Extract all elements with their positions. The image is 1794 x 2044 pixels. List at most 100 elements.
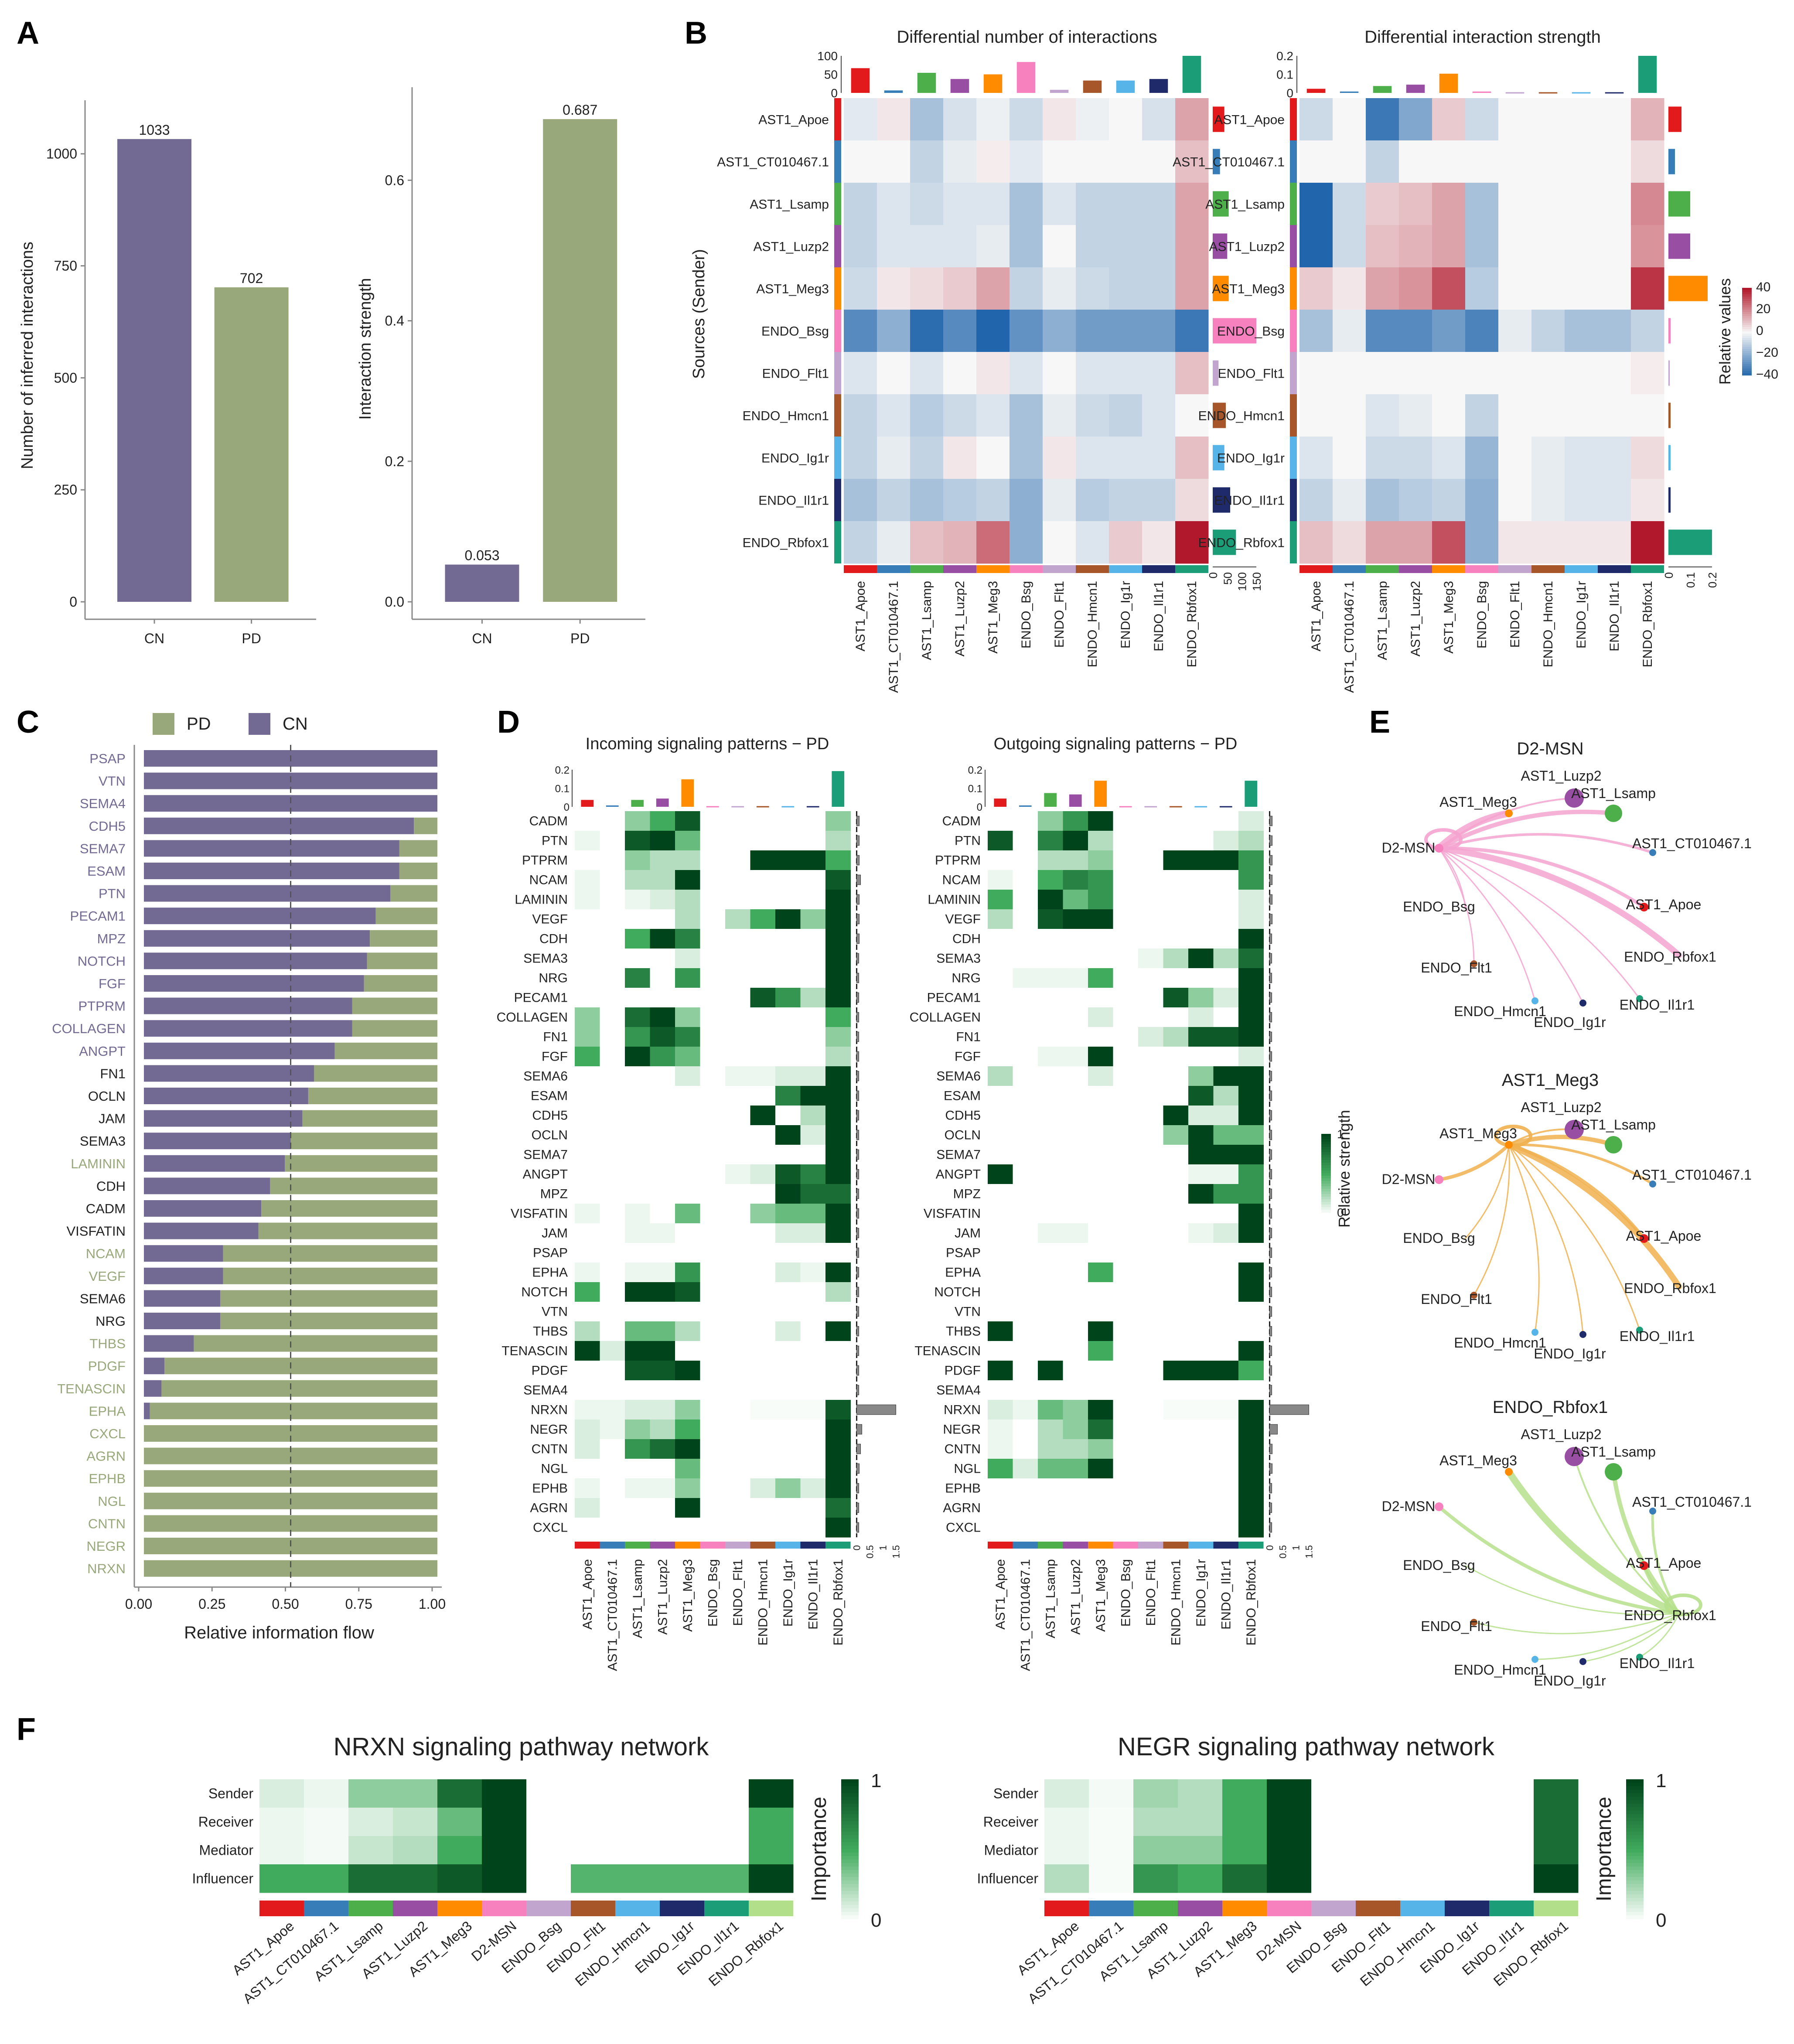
col-label: AST1_Apoe xyxy=(853,581,868,652)
heatmap-cell xyxy=(725,1145,750,1165)
heatmap-cell xyxy=(1013,1027,1038,1047)
flow-category-label: SEMA4 xyxy=(80,796,126,811)
legend-label-pd: PD xyxy=(187,714,211,734)
row-label: ENDO_Hmcn1 xyxy=(743,409,829,423)
heatmap-cell xyxy=(660,1836,705,1865)
network-node xyxy=(1640,1561,1648,1570)
heatmap-cell xyxy=(1088,890,1113,910)
right-bar xyxy=(856,933,859,944)
heatmap-cell xyxy=(1138,1439,1163,1459)
heatmap-cell xyxy=(1138,870,1163,890)
heatmap-cell xyxy=(625,988,650,1008)
heatmap-cell xyxy=(575,1459,600,1479)
heatmap-cell xyxy=(675,1478,700,1498)
right-bar xyxy=(856,1110,859,1121)
top-bar xyxy=(884,90,903,93)
right-bar-tick: 0.2 xyxy=(1706,572,1719,588)
heatmap-cell xyxy=(800,909,826,929)
col-color-strip xyxy=(725,1542,750,1549)
heatmap-cell xyxy=(1109,225,1143,268)
heatmap-cell xyxy=(775,1027,801,1047)
heatmap-cell xyxy=(1188,1125,1214,1145)
heatmap-cell xyxy=(600,1223,625,1243)
heatmap-cell xyxy=(1109,437,1143,479)
heatmap-cell xyxy=(1163,1498,1189,1518)
col-color-strip xyxy=(1043,565,1076,573)
heatmap-cell xyxy=(600,1027,625,1047)
heatmap-cell xyxy=(571,1836,616,1865)
heatmap-cell xyxy=(675,870,700,890)
heatmap-cell xyxy=(526,1779,571,1808)
row-label: PTPRM xyxy=(522,853,568,868)
heatmap-cell xyxy=(1088,929,1113,949)
col-color-strip xyxy=(1013,1542,1038,1549)
top-bar-tick: 0.1 xyxy=(555,783,570,795)
heatmap-cell xyxy=(800,1302,826,1322)
legend-gradient-step xyxy=(1626,1891,1644,1895)
legend-gradient-step xyxy=(1742,355,1752,358)
col-label: ENDO_Flt1 xyxy=(1508,581,1522,648)
right-bar xyxy=(1269,1149,1272,1160)
row-label: NRXN xyxy=(944,1403,981,1417)
heatmap-cell xyxy=(1163,1164,1189,1184)
heatmap-cell xyxy=(1113,929,1139,949)
heatmap-cell xyxy=(650,1341,675,1361)
flow-category-label: SEMA3 xyxy=(80,1133,126,1149)
col-label: ENDO_Flt1 xyxy=(731,1559,745,1626)
heatmap-cell xyxy=(625,1243,650,1263)
heatmap-cell xyxy=(800,1106,826,1126)
flow-category-label: ESAM xyxy=(87,863,126,879)
legend-gradient-step xyxy=(1626,1908,1644,1912)
heatmap-cell xyxy=(1113,1164,1139,1184)
heatmap-cell xyxy=(1038,1263,1063,1283)
heatmap-cell xyxy=(1113,1243,1139,1263)
col-color-strip xyxy=(943,565,976,573)
heatmap-cell xyxy=(1432,310,1466,352)
heatmap-cell xyxy=(675,1400,700,1420)
row-color-strip xyxy=(834,437,841,479)
heatmap-cell xyxy=(1213,1184,1239,1204)
top-bar-tick: 50 xyxy=(824,68,838,82)
right-bar xyxy=(1269,1208,1272,1219)
heatmap-cell xyxy=(675,1459,700,1479)
top-bar xyxy=(756,806,769,808)
heatmap-cell xyxy=(1063,988,1088,1008)
heatmap-cell xyxy=(1010,183,1043,225)
heatmap-title: Differential number of interactions xyxy=(897,27,1157,47)
col-label: AST1_Lsamp xyxy=(1044,1559,1058,1638)
heatmap-cell xyxy=(1432,437,1466,479)
heatmap-cell xyxy=(650,850,675,870)
right-bar xyxy=(1269,1483,1272,1494)
heatmap-cell xyxy=(700,988,726,1008)
heatmap-cell xyxy=(1598,352,1631,395)
top-bar xyxy=(631,800,644,807)
row-label: SEMA3 xyxy=(936,952,981,966)
heatmap-cell xyxy=(1088,1106,1113,1126)
heatmap-cell xyxy=(1238,1027,1264,1047)
right-bar-tick: 0.5 xyxy=(1278,1545,1289,1559)
col-color-strip xyxy=(675,1542,700,1549)
heatmap-cell xyxy=(704,1836,749,1865)
heatmap-cell xyxy=(800,1420,826,1440)
flow-bar-cn xyxy=(144,1358,165,1375)
legend-gradient-step xyxy=(1742,325,1752,328)
row-label: AST1_CT010467.1 xyxy=(1173,155,1285,170)
legend-gradient-step xyxy=(841,1818,859,1822)
heatmap-cell xyxy=(988,1007,1013,1027)
heatmap-cell xyxy=(1043,183,1076,225)
right-bar xyxy=(856,1012,859,1023)
heatmap-cell xyxy=(1013,1341,1038,1361)
right-bar xyxy=(1269,1424,1278,1435)
heatmap-cell xyxy=(650,1086,675,1106)
heatmap-cell xyxy=(1038,1380,1063,1400)
heatmap-cell xyxy=(1238,1498,1264,1518)
legend-gradient-step xyxy=(1321,1165,1331,1168)
heatmap-cell xyxy=(800,831,826,851)
heatmap-cell xyxy=(650,1439,675,1459)
heatmap-cell xyxy=(976,310,1010,352)
heatmap-cell xyxy=(1238,1007,1264,1027)
col-label: ENDO_Rbfox1 xyxy=(831,1559,846,1645)
flow-bar-pd xyxy=(194,1335,437,1352)
legend-gradient-step xyxy=(1626,1842,1644,1846)
col-color-strip xyxy=(1498,565,1531,573)
